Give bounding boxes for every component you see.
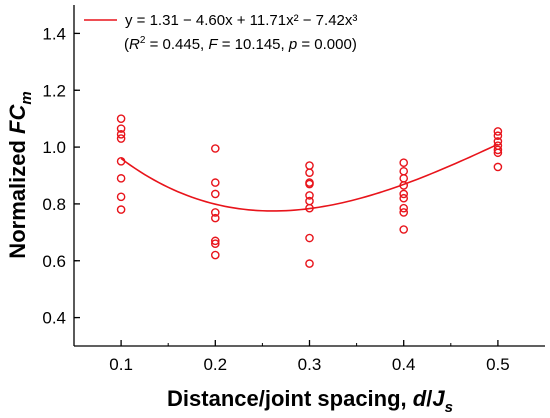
legend: y = 1.31 − 4.60x + 11.71x² − 7.42x³ (R2 … (84, 12, 357, 53)
data-point (493, 145, 503, 155)
data-point (305, 233, 314, 243)
y-tick-label: 0.8 (42, 195, 66, 214)
y-ticks: 0.4 0.6 0.8 1.0 1.2 1.4 (42, 24, 80, 328)
data-point (493, 148, 503, 158)
data-point (305, 168, 314, 177)
x-tick-label: 0.3 (298, 355, 322, 374)
x-axis-title-italic2: J (432, 386, 445, 411)
data-point (116, 156, 126, 166)
data-point (116, 205, 126, 214)
data-point (210, 239, 220, 248)
data-point (305, 161, 314, 170)
y-tick-label: 1.4 (42, 24, 66, 43)
data-point (399, 181, 409, 190)
data-point (305, 259, 314, 268)
data-point (399, 193, 409, 203)
y-axis-title-italic: FC (5, 104, 30, 134)
legend-p-label: p (288, 36, 297, 53)
data-point (305, 179, 314, 189)
fit-curve (120, 143, 499, 212)
data-point (210, 208, 220, 217)
legend-f-value: = 10.145, (218, 36, 289, 53)
data-point (399, 203, 409, 213)
x-axis-title-italic: d (413, 386, 427, 411)
data-point (116, 192, 126, 202)
legend-stats: (R2 = 0.445, F = 10.145, p = 0.000) (124, 35, 357, 53)
y-tick-label: 1.2 (42, 81, 66, 100)
data-point (116, 124, 126, 133)
data-point (210, 250, 220, 260)
data-point (305, 203, 314, 213)
data-point (210, 189, 220, 199)
x-axis-title-sub: s (445, 399, 453, 416)
data-point (210, 178, 220, 187)
legend-stats-open: ( (124, 36, 129, 53)
data-point (493, 127, 503, 136)
y-tick-label: 1.0 (42, 138, 66, 157)
y-axis-title-sub: m (18, 91, 35, 104)
x-tick-label: 0.5 (486, 355, 510, 374)
y-tick-label: 0.4 (42, 309, 66, 328)
data-point (116, 129, 126, 139)
x-axis-title-slash: / (426, 386, 432, 411)
x-axis-title: Distance/joint spacing, d/Js (167, 386, 453, 416)
y-axis-title-main: Normalized (5, 134, 30, 259)
data-point (399, 189, 409, 199)
data-point (116, 174, 126, 183)
data-point (210, 213, 220, 223)
legend-p-value: = 0.000) (297, 36, 357, 53)
legend-r2-value: = 0.445, (145, 36, 208, 53)
data-points (116, 114, 503, 268)
data-point (399, 225, 409, 234)
legend-r2-sup: 2 (140, 35, 146, 46)
data-point (493, 131, 503, 141)
data-point (399, 166, 409, 176)
y-axis-title: Normalized FCm (5, 91, 35, 258)
legend-f-label: F (208, 36, 218, 53)
data-point (116, 134, 126, 143)
data-point (399, 158, 409, 168)
legend-r2-label: R (129, 36, 140, 53)
data-point (305, 191, 314, 200)
data-point (493, 137, 503, 146)
data-point (399, 208, 409, 217)
data-point (493, 162, 503, 172)
data-point (399, 174, 409, 183)
legend-equation: y = 1.31 − 4.60x + 11.71x² − 7.42x³ (125, 12, 357, 29)
data-point (210, 144, 220, 153)
x-axis-title-main: Distance/joint spacing, (167, 386, 413, 411)
x-tick-label: 0.4 (392, 355, 416, 374)
data-point (210, 236, 220, 246)
y-tick-label: 0.6 (42, 252, 66, 271)
data-point (116, 114, 126, 123)
x-tick-label: 0.1 (109, 355, 133, 374)
x-ticks: 0.1 0.2 0.3 0.4 0.5 (109, 340, 510, 374)
x-tick-label: 0.2 (203, 355, 227, 374)
